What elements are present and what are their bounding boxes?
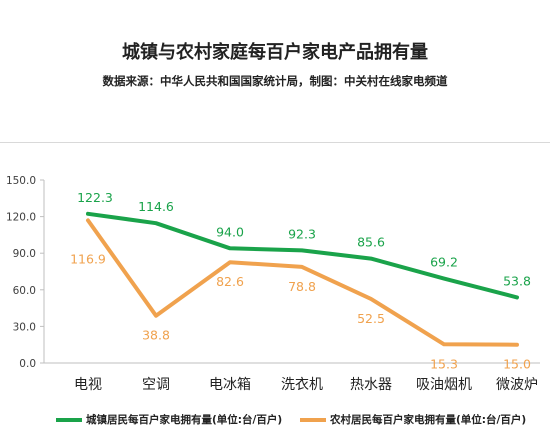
data-point-0-0 (86, 212, 90, 216)
y-tick-label-4: 120.0 (6, 212, 36, 224)
y-tick-label-2: 60.0 (13, 285, 36, 297)
data-label-urban-5: 69.2 (430, 255, 458, 270)
data-label-urban-3: 92.3 (288, 226, 316, 241)
chart-title: 城镇与农村家庭每百户家电产品拥有量 (122, 42, 428, 63)
data-point-0-1 (154, 221, 158, 225)
data-label-urban-2: 94.0 (216, 224, 244, 239)
legend-label-urban: 城镇居民每百户家电拥有量(单位:台/百户) (86, 414, 283, 426)
data-point-1-5 (442, 342, 446, 346)
data-label-urban-4: 85.6 (357, 235, 385, 250)
data-label-rural-3: 78.8 (288, 279, 316, 294)
y-tick-label-1: 30.0 (13, 321, 36, 333)
x-tick-label-3: 洗衣机 (281, 377, 323, 393)
legend: 城镇居民每百户家电拥有量(单位:台/百户) 农村居民每百户家电拥有量(单位:台/… (0, 412, 550, 434)
legend-item-urban: 城镇居民每百户家电拥有量(单位:台/百户) (56, 412, 282, 427)
data-point-0-2 (228, 246, 232, 250)
x-tick-label-0: 电视 (74, 377, 102, 393)
data-point-1-1 (154, 314, 158, 318)
data-label-urban-0: 122.3 (77, 190, 113, 205)
y-tick-label-3: 90.0 (13, 248, 36, 260)
data-point-0-3 (300, 248, 304, 252)
data-point-1-0 (86, 218, 90, 222)
x-tick-label-5: 吸油烟机 (416, 377, 472, 393)
data-point-0-5 (442, 277, 446, 281)
data-label-rural-5: 15.3 (430, 356, 458, 371)
data-label-rural-0: 116.9 (70, 251, 106, 266)
data-point-0-6 (515, 295, 519, 299)
y-tick-label-5: 150.0 (6, 175, 36, 187)
legend-label-rural: 农村居民每百户家电拥有量(单位:台/百户) (330, 414, 527, 426)
x-tick-label-4: 热水器 (350, 377, 392, 393)
legend-swatch-rural (300, 417, 326, 422)
data-point-0-4 (369, 257, 373, 261)
chart-frame (0, 142, 550, 447)
data-label-urban-1: 114.6 (138, 199, 174, 214)
data-point-1-2 (228, 260, 232, 264)
data-label-rural-4: 52.5 (357, 311, 385, 326)
data-point-1-6 (515, 343, 519, 347)
x-tick-label-6: 微波炉 (496, 377, 538, 393)
data-label-rural-1: 38.8 (142, 328, 170, 343)
legend-swatch-urban (56, 417, 82, 422)
legend-item-rural: 农村居民每百户家电拥有量(单位:台/百户) (300, 412, 526, 427)
data-point-1-4 (369, 297, 373, 301)
x-tick-label-1: 空调 (142, 377, 170, 393)
x-tick-label-2: 电冰箱 (209, 377, 251, 393)
y-tick-label-0: 0.0 (19, 358, 36, 370)
data-label-rural-6: 15.0 (503, 357, 531, 372)
data-label-urban-6: 53.8 (503, 273, 531, 288)
data-label-rural-2: 82.6 (216, 274, 244, 289)
data-point-1-3 (300, 265, 304, 269)
chart-subtitle: 数据来源：中华人民共和国国家统计局，制图：中关村在线家电频道 (102, 74, 448, 88)
